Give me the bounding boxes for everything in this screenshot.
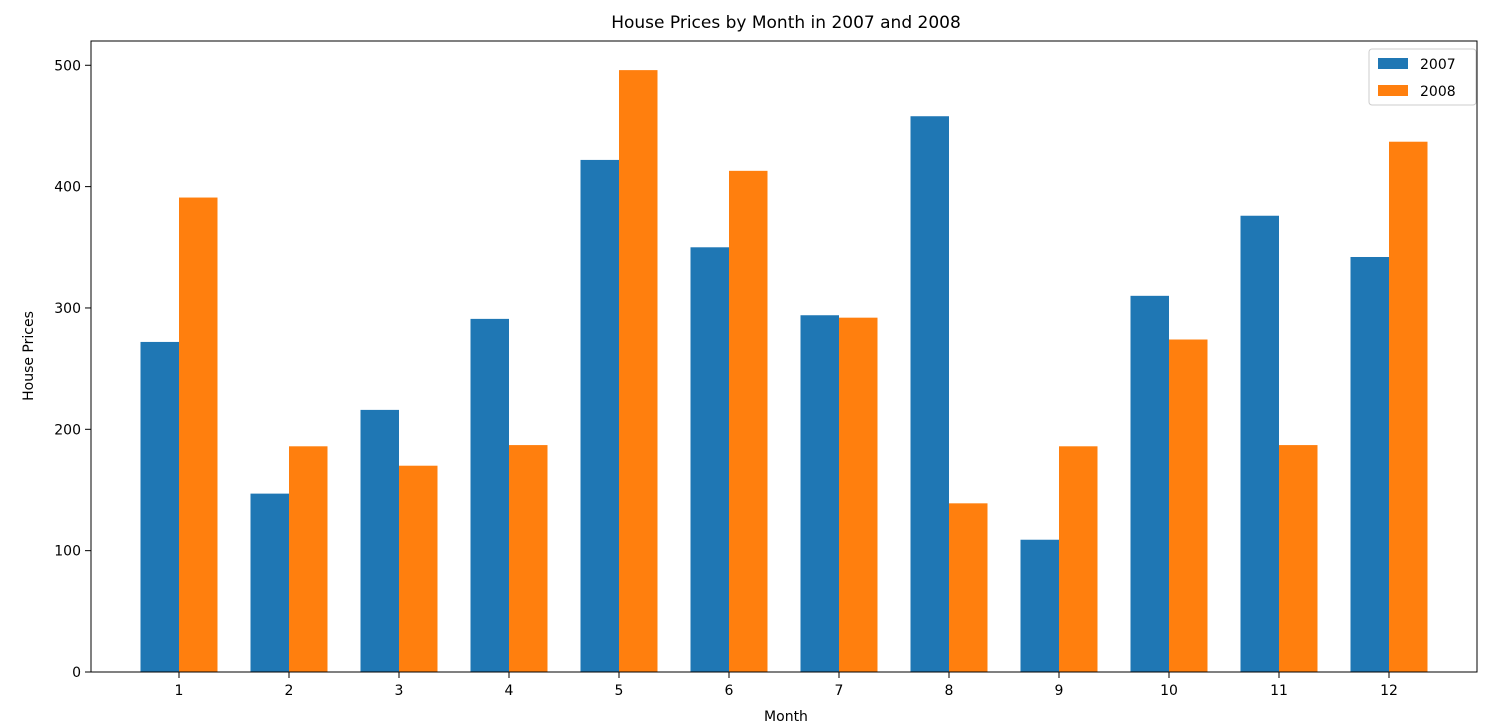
x-tick-label: 8 [945,683,954,699]
x-tick-label: 4 [505,683,514,699]
x-tick-label: 1 [175,683,184,699]
y-tick-label: 200 [54,422,81,438]
bar-2008-month-7 [839,317,878,672]
bar-2007-month-12 [1350,256,1389,672]
x-tick-label: 12 [1380,683,1398,699]
y-tick-label: 500 [54,58,81,74]
bar-2007-month-9 [1020,539,1059,672]
bar-2007-month-10 [1130,295,1169,672]
y-axis: 0 100 200 300 400 500 [54,58,91,681]
bar-2008-month-1 [179,197,218,672]
legend-label-2007: 2007 [1420,57,1456,73]
bar-2008-month-11 [1279,445,1318,672]
x-tick-label: 9 [1055,683,1064,699]
x-tick-label: 3 [395,683,404,699]
bar-2008-month-6 [729,170,768,672]
plot-area-frame [90,40,1478,673]
y-tick-label: 400 [54,180,81,196]
x-tick-label: 10 [1160,683,1178,699]
legend-swatch-2008 [1378,85,1408,96]
bar-2008-month-3 [399,465,438,672]
y-tick-label: 100 [54,544,81,560]
bar-2007-month-5 [580,159,619,672]
y-tick-label: 0 [72,665,81,681]
x-tick-label: 2 [285,683,294,699]
bar-2008-month-10 [1169,339,1208,672]
bar-2008-month-2 [289,446,328,672]
bar-2007-month-4 [470,318,509,672]
bar-2008-month-12 [1389,141,1428,673]
x-tick-label: 7 [835,683,844,699]
y-axis-title: House Prices [21,311,37,401]
legend-label-2008: 2008 [1420,84,1456,100]
bar-2007-month-11 [1240,215,1279,672]
x-axis-title: Month [764,709,808,725]
bar-2007-month-1 [140,341,179,672]
y-tick-label: 300 [54,301,81,317]
x-tick-label: 5 [615,683,624,699]
bar-2007-month-2 [250,493,289,672]
bar-2008-month-8 [949,503,988,672]
bar-2007-month-6 [690,247,729,673]
bars-group [140,70,1428,673]
x-axis: 1 2 3 4 5 6 7 8 9 10 11 12 [175,672,1398,699]
chart-title: House Prices by Month in 2007 and 2008 [611,13,961,33]
x-tick-label: 11 [1270,683,1288,699]
bar-2007-month-8 [910,116,949,672]
x-tick-label: 6 [725,683,734,699]
bar-2007-month-7 [800,315,839,672]
bar-2008-month-9 [1059,446,1098,672]
bar-2007-month-3 [360,409,399,672]
legend: 2007 2008 [1368,48,1477,106]
bar-2008-month-5 [619,70,658,673]
bar-2008-month-4 [509,445,548,672]
legend-swatch-2007 [1378,58,1408,69]
